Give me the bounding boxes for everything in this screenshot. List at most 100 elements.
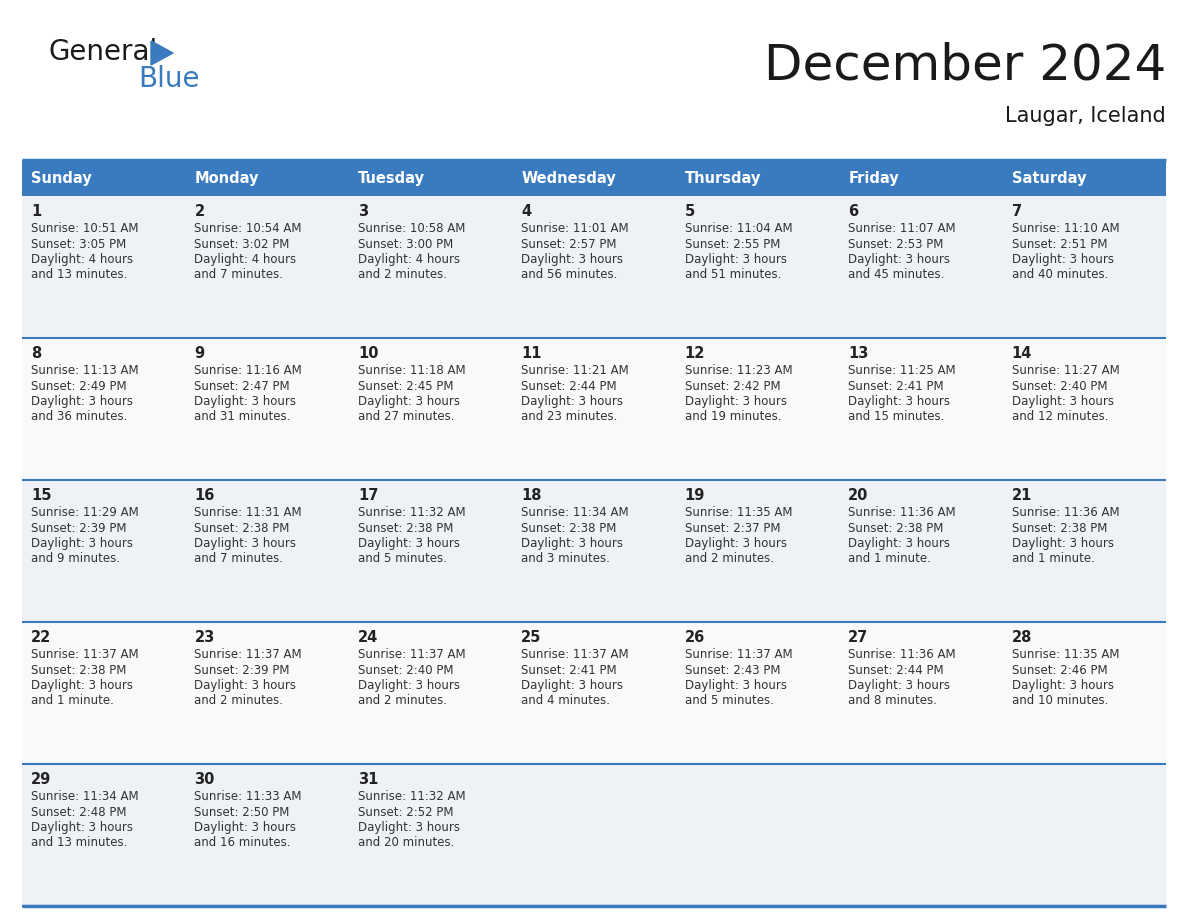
Text: Sunrise: 11:34 AM: Sunrise: 11:34 AM [522,506,628,519]
Text: Sunrise: 11:37 AM: Sunrise: 11:37 AM [195,648,302,661]
Text: and 10 minutes.: and 10 minutes. [1011,695,1108,708]
Text: Daylight: 3 hours: Daylight: 3 hours [1011,395,1113,408]
Text: Sunrise: 11:18 AM: Sunrise: 11:18 AM [358,364,466,377]
Text: 26: 26 [684,630,704,645]
Bar [676,764,839,906]
Text: and 56 minutes.: and 56 minutes. [522,268,618,282]
Text: and 31 minutes.: and 31 minutes. [195,410,291,423]
Bar [839,338,1003,480]
Text: and 7 minutes.: and 7 minutes. [195,268,284,282]
Text: and 40 minutes.: and 40 minutes. [1011,268,1108,282]
Bar [349,160,512,196]
Text: Sunset: 2:53 PM: Sunset: 2:53 PM [848,238,943,251]
Text: 17: 17 [358,488,378,503]
Text: 3: 3 [358,204,368,219]
Bar [23,622,185,764]
Text: 1: 1 [31,204,42,219]
Text: and 13 minutes.: and 13 minutes. [31,268,127,282]
Text: Daylight: 3 hours: Daylight: 3 hours [195,679,297,692]
Bar [23,764,185,906]
Bar [1003,338,1165,480]
Bar [1003,764,1165,906]
Text: Sunset: 2:55 PM: Sunset: 2:55 PM [684,238,781,251]
Text: Sunrise: 11:29 AM: Sunrise: 11:29 AM [31,506,139,519]
Text: Sunrise: 11:37 AM: Sunrise: 11:37 AM [358,648,466,661]
Text: Daylight: 3 hours: Daylight: 3 hours [31,821,133,834]
Text: Sunset: 2:44 PM: Sunset: 2:44 PM [848,664,943,677]
Text: Friday: Friday [848,171,899,185]
Bar [1003,160,1165,196]
Text: and 13 minutes.: and 13 minutes. [31,836,127,849]
Text: Daylight: 3 hours: Daylight: 3 hours [195,395,297,408]
Text: Sunset: 2:46 PM: Sunset: 2:46 PM [1011,664,1107,677]
Text: Sunset: 2:51 PM: Sunset: 2:51 PM [1011,238,1107,251]
Text: Sunrise: 11:36 AM: Sunrise: 11:36 AM [848,648,956,661]
Text: Daylight: 3 hours: Daylight: 3 hours [1011,679,1113,692]
Text: 30: 30 [195,772,215,787]
Text: Sunset: 3:05 PM: Sunset: 3:05 PM [31,238,126,251]
Bar [23,338,185,480]
Bar [349,764,512,906]
Bar [512,338,676,480]
Text: Sunrise: 11:37 AM: Sunrise: 11:37 AM [684,648,792,661]
Text: Sunset: 2:38 PM: Sunset: 2:38 PM [848,521,943,534]
Text: Daylight: 3 hours: Daylight: 3 hours [358,821,460,834]
Text: and 20 minutes.: and 20 minutes. [358,836,454,849]
Text: and 9 minutes.: and 9 minutes. [31,553,120,565]
Bar [839,480,1003,622]
Text: 13: 13 [848,346,868,361]
Text: Sunset: 2:52 PM: Sunset: 2:52 PM [358,805,454,819]
Text: Sunset: 2:39 PM: Sunset: 2:39 PM [31,521,126,534]
Text: 27: 27 [848,630,868,645]
Bar [839,622,1003,764]
Text: Sunset: 3:02 PM: Sunset: 3:02 PM [195,238,290,251]
Text: 6: 6 [848,204,858,219]
Polygon shape [151,41,173,65]
Text: and 51 minutes.: and 51 minutes. [684,268,781,282]
Bar [839,160,1003,196]
Text: 25: 25 [522,630,542,645]
Text: Sunrise: 11:32 AM: Sunrise: 11:32 AM [358,790,466,803]
Bar [676,338,839,480]
Bar [676,160,839,196]
Text: Sunset: 2:38 PM: Sunset: 2:38 PM [522,521,617,534]
Text: Tuesday: Tuesday [358,171,425,185]
Bar [1003,622,1165,764]
Text: Daylight: 3 hours: Daylight: 3 hours [522,395,624,408]
Text: Daylight: 3 hours: Daylight: 3 hours [848,253,950,266]
Text: Sunrise: 11:33 AM: Sunrise: 11:33 AM [195,790,302,803]
Text: Daylight: 3 hours: Daylight: 3 hours [31,679,133,692]
Text: and 19 minutes.: and 19 minutes. [684,410,782,423]
Bar [676,196,839,338]
Text: and 1 minute.: and 1 minute. [848,553,931,565]
Text: 28: 28 [1011,630,1032,645]
Text: and 27 minutes.: and 27 minutes. [358,410,454,423]
Text: and 45 minutes.: and 45 minutes. [848,268,944,282]
Text: Sunrise: 11:10 AM: Sunrise: 11:10 AM [1011,222,1119,235]
Text: Sunset: 2:49 PM: Sunset: 2:49 PM [31,379,127,393]
Text: Sunset: 2:38 PM: Sunset: 2:38 PM [1011,521,1107,534]
Text: and 7 minutes.: and 7 minutes. [195,553,284,565]
Text: Sunrise: 11:07 AM: Sunrise: 11:07 AM [848,222,956,235]
Text: and 2 minutes.: and 2 minutes. [358,695,447,708]
Text: and 5 minutes.: and 5 minutes. [358,553,447,565]
Text: Daylight: 3 hours: Daylight: 3 hours [358,537,460,550]
Text: Daylight: 3 hours: Daylight: 3 hours [848,679,950,692]
Text: Daylight: 3 hours: Daylight: 3 hours [848,537,950,550]
Bar [676,622,839,764]
Text: Thursday: Thursday [684,171,762,185]
Text: Sunrise: 11:16 AM: Sunrise: 11:16 AM [195,364,302,377]
Text: Daylight: 3 hours: Daylight: 3 hours [522,253,624,266]
Text: and 12 minutes.: and 12 minutes. [1011,410,1108,423]
Text: 2: 2 [195,204,204,219]
Text: and 8 minutes.: and 8 minutes. [848,695,937,708]
Text: 12: 12 [684,346,706,361]
Text: 5: 5 [684,204,695,219]
Text: Sunset: 2:41 PM: Sunset: 2:41 PM [848,379,943,393]
Bar [349,622,512,764]
Text: Sunrise: 11:36 AM: Sunrise: 11:36 AM [848,506,956,519]
Text: 14: 14 [1011,346,1032,361]
Text: 31: 31 [358,772,378,787]
Text: 19: 19 [684,488,706,503]
Bar [349,196,512,338]
